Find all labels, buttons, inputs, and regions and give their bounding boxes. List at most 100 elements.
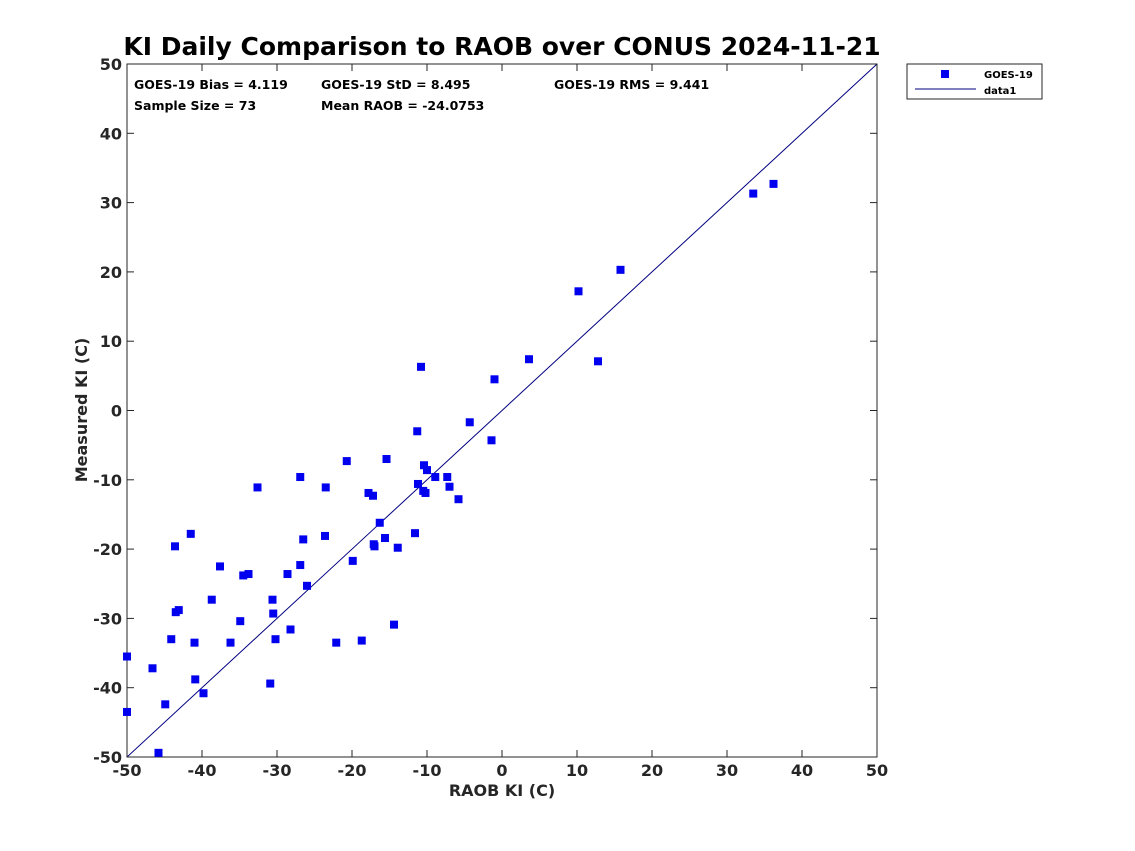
data-point-27 [296, 473, 305, 482]
data-point-45 [411, 529, 419, 538]
data-point-34 [348, 556, 357, 565]
legend: GOES-19 data1 [906, 63, 1043, 100]
x-axis-label: RAOB KI (C) [449, 781, 555, 800]
data-point-55 [445, 482, 454, 491]
data-point-40 [375, 518, 384, 527]
data-point-24 [283, 570, 292, 579]
data-point-4 [161, 700, 170, 709]
legend-box [906, 63, 1043, 100]
data-point-13 [207, 595, 216, 604]
data-point-19 [253, 483, 262, 492]
data-point-59 [490, 375, 499, 384]
y-axis-label: Measured KI (C) [72, 338, 91, 483]
data-point-65 [769, 179, 778, 188]
reference-line-data1 [126, 63, 878, 758]
y-tick-label-7: -20 [93, 540, 122, 559]
data-point-18 [244, 570, 253, 579]
data-point-43 [390, 620, 398, 629]
data-point-50 [420, 461, 428, 470]
x-axis-ticks: -50 -40 -30 -20 -10 0 10 20 30 40 50 [113, 64, 888, 780]
data-point-11 [191, 675, 200, 684]
data-point-33 [342, 457, 351, 466]
y-tick-label-3: 20 [100, 263, 122, 282]
data-point-12 [199, 689, 208, 698]
reference-line-group [126, 63, 878, 758]
data-point-20 [266, 679, 275, 688]
y-tick-label-9: -40 [93, 679, 122, 698]
data-point-60 [525, 355, 533, 364]
x-tick-label-6: 10 [566, 761, 588, 780]
data-point-16 [236, 617, 245, 626]
data-point-0 [123, 652, 131, 661]
data-point-14 [216, 562, 224, 571]
y-tick-label-4: 10 [100, 332, 122, 351]
y-tick-label-0: 50 [100, 55, 122, 74]
data-point-31 [321, 483, 330, 492]
x-tick-label-10: 50 [866, 761, 888, 780]
data-point-47 [414, 479, 422, 488]
data-point-9 [186, 529, 195, 538]
data-point-52 [423, 466, 431, 475]
data-point-25 [286, 625, 295, 634]
x-tick-label-2: -30 [263, 761, 292, 780]
data-point-29 [303, 581, 311, 590]
y-tick-label-5: 0 [111, 402, 122, 421]
data-point-21 [268, 595, 277, 604]
y-tick-label-6: -10 [93, 471, 122, 490]
data-point-3 [154, 748, 163, 757]
x-tick-label-4: -10 [413, 761, 442, 780]
data-point-17 [239, 571, 248, 580]
data-point-53 [431, 473, 440, 482]
data-point-54 [443, 473, 452, 482]
x-tick-label-7: 20 [641, 761, 663, 780]
data-point-37 [369, 491, 377, 500]
y-tick-label-10: -50 [93, 748, 122, 767]
data-point-10 [190, 638, 199, 647]
y-tick-label-1: 40 [100, 124, 122, 143]
data-point-30 [321, 531, 329, 540]
data-point-48 [417, 362, 425, 371]
data-point-26 [296, 561, 305, 570]
data-point-36 [364, 488, 373, 497]
x-tick-label-9: 40 [791, 761, 813, 780]
stat-sample-size: Sample Size = 73 [134, 98, 256, 113]
data-point-32 [332, 638, 341, 647]
data-point-61 [574, 287, 583, 296]
stat-bias: GOES-19 Bias = 4.119 [134, 77, 288, 92]
x-tick-label-3: -20 [338, 761, 367, 780]
data-point-57 [465, 418, 474, 427]
data-point-35 [357, 636, 366, 645]
stat-std: GOES-19 StD = 8.495 [321, 77, 470, 92]
data-points-group [123, 179, 778, 757]
x-tick-label-0: -50 [113, 761, 142, 780]
data-point-63 [616, 265, 625, 274]
stat-rms: GOES-19 RMS = 9.441 [554, 77, 709, 92]
data-point-6 [171, 542, 179, 551]
legend-marker-goes19 [941, 70, 949, 78]
data-point-51 [421, 488, 430, 497]
data-point-22 [269, 609, 278, 618]
data-point-64 [749, 189, 758, 198]
y-tick-label-8: -30 [93, 609, 122, 628]
data-point-46 [413, 427, 422, 436]
data-point-2 [148, 664, 157, 673]
chart-title: KI Daily Comparison to RAOB over CONUS 2… [123, 32, 880, 61]
data-point-1 [123, 707, 131, 716]
data-point-62 [594, 357, 602, 366]
data-point-39 [370, 542, 379, 551]
data-point-58 [487, 436, 496, 445]
data-point-8 [174, 606, 183, 615]
x-tick-label-8: 30 [716, 761, 738, 780]
legend-label-data1: data1 [984, 86, 1016, 97]
data-point-41 [381, 534, 389, 543]
legend-label-goes19: GOES-19 [984, 70, 1033, 81]
x-tick-label-5: 0 [496, 761, 507, 780]
data-point-44 [393, 543, 402, 552]
data-point-42 [382, 455, 391, 464]
x-tick-label-1: -40 [188, 761, 217, 780]
data-point-28 [299, 535, 308, 544]
data-point-56 [454, 495, 463, 504]
data-point-5 [167, 635, 176, 644]
y-axis-ticks: 50 40 30 20 10 0 -10 -20 -30 -40 -50 [93, 55, 877, 767]
